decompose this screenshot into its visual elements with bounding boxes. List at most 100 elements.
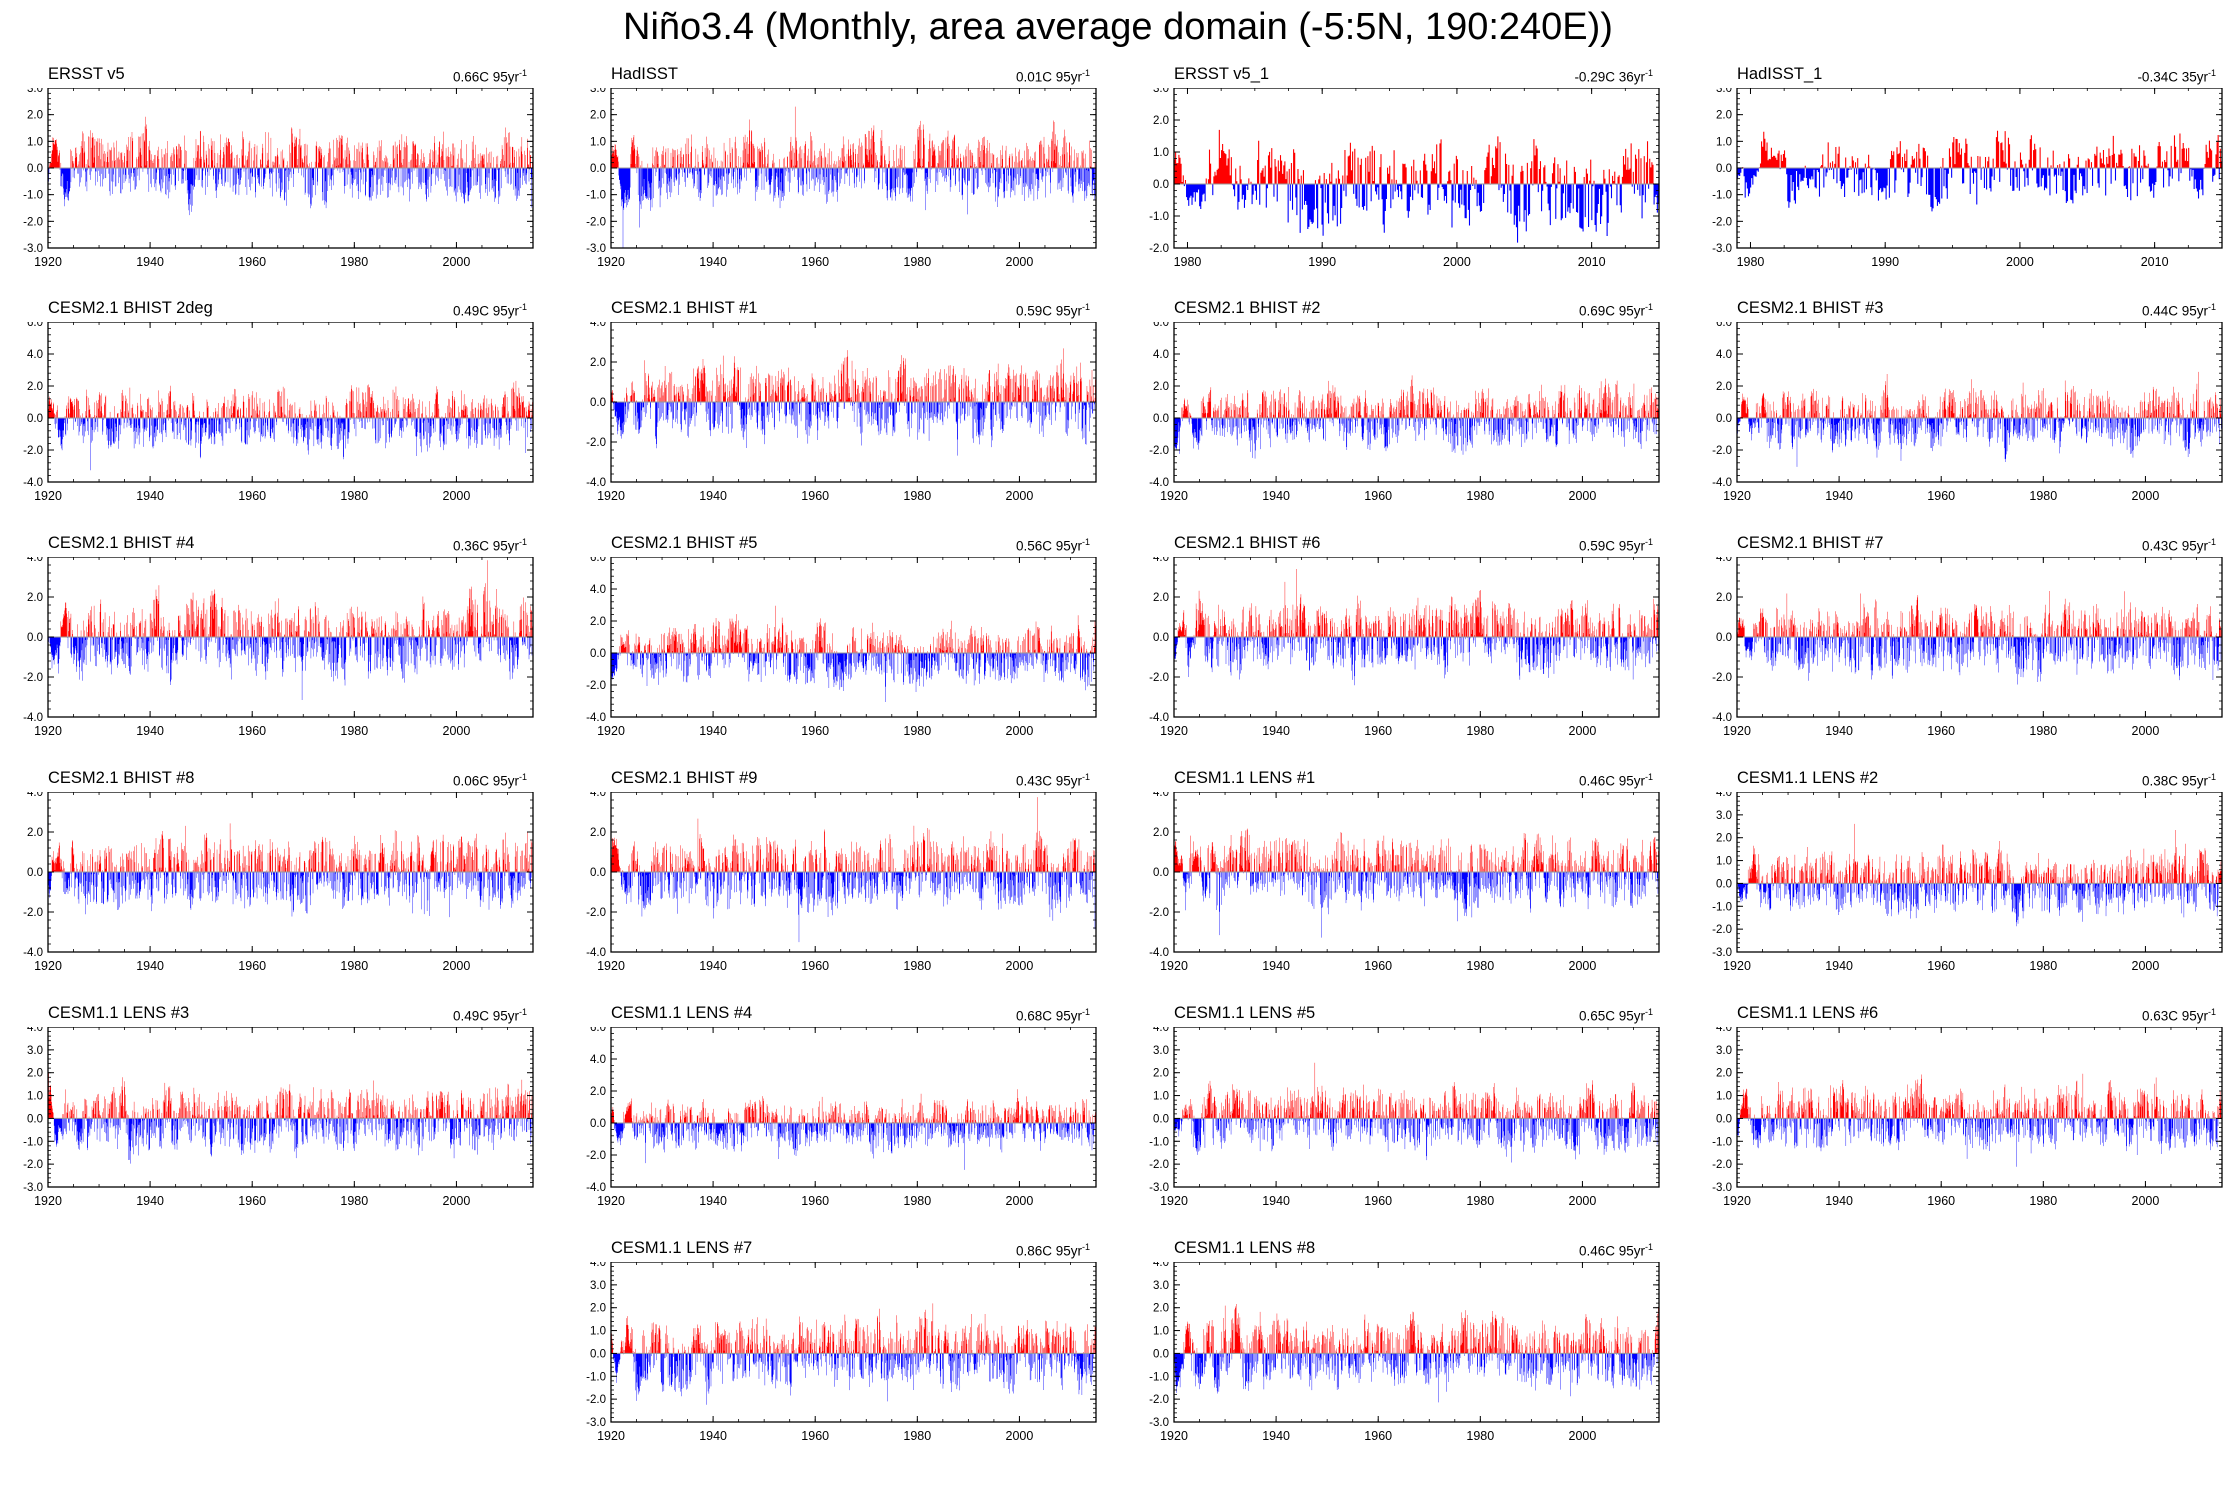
- plot-frame: [610, 1262, 1097, 1423]
- x-tick-label: 2000: [2132, 1194, 2160, 1208]
- y-tick-label: 0.0: [27, 1113, 43, 1125]
- chart-panel: CESM1.1 LENS #7 0.86C 95yr-1: [607, 1232, 1100, 1262]
- y-tick-label: 1.0: [1153, 1091, 1169, 1103]
- panel-trend: 0.59C 95yr-1: [1579, 532, 1653, 557]
- y-tick-label: 2.0: [590, 827, 606, 839]
- x-tick-label: 2000: [2132, 724, 2160, 738]
- plot-frame: [610, 1027, 1097, 1188]
- y-tick-label: 2.0: [1716, 1068, 1732, 1080]
- negative-anomaly-area: [1737, 168, 2220, 212]
- y-tick-label: -3.0: [23, 243, 43, 255]
- x-tick-label: 1980: [903, 959, 931, 973]
- panel-title: CESM2.1 BHIST #4: [48, 534, 195, 552]
- y-tick-label: 6.0: [1716, 322, 1732, 329]
- y-tick-label: -2.0: [1149, 672, 1169, 684]
- x-tick-label: 1980: [340, 959, 368, 973]
- panel-title: CESM1.1 LENS #2: [1737, 769, 1879, 787]
- panel-plot: 3.0 2.0 1.0 0.0 -1.0 -2.0 1980 1990 2000 2010: [1149, 88, 1660, 269]
- x-tick-label: 1960: [1927, 489, 1955, 503]
- x-tick-label: 1920: [34, 255, 62, 269]
- y-tick-label: 2.0: [590, 357, 606, 369]
- panel-trend: 0.66C 95yr-1: [453, 63, 527, 88]
- x-tick-label: 1940: [699, 489, 727, 503]
- x-tick-label: 1980: [340, 1194, 368, 1208]
- positive-anomaly-area: [1742, 130, 2222, 168]
- y-tick-label: -1.0: [23, 190, 43, 202]
- y-tick-label: 6.0: [590, 1027, 606, 1034]
- y-tick-label: 0.0: [590, 1348, 606, 1360]
- y-tick-label: -2.0: [1712, 672, 1732, 684]
- y-tick-label: 2.0: [27, 1068, 43, 1080]
- chart-panel: HadISST_1 -0.34C 35yr-1: [1733, 58, 2226, 88]
- chart-panel: CESM2.1 BHIST #1 0.59C 95yr-1: [607, 292, 1100, 322]
- positive-anomaly-area: [1739, 1073, 2222, 1119]
- panel-title: CESM1.1 LENS #1: [1174, 769, 1316, 787]
- y-tick-label: -4.0: [1149, 712, 1169, 724]
- y-tick-label: -4.0: [586, 947, 606, 959]
- x-tick-label: 1980: [2029, 724, 2057, 738]
- trend-exponent: -1: [1081, 537, 1090, 547]
- y-tick-label: 0.0: [27, 413, 43, 425]
- x-tick-label: 1940: [1825, 1194, 1853, 1208]
- chart-panel: CESM1.1 LENS #6 0.63C 95yr-1: [1733, 997, 2226, 1027]
- y-tick-label: -2.0: [23, 1159, 43, 1171]
- panel-title: CESM1.1 LENS #6: [1737, 1004, 1879, 1022]
- y-tick-label: 4.0: [590, 1262, 606, 1269]
- y-tick-label: 0.0: [27, 632, 43, 644]
- x-tick-label: 1940: [1262, 724, 1290, 738]
- y-tick-label: 6.0: [590, 557, 606, 564]
- x-tick-label: 1940: [699, 255, 727, 269]
- trend-value: 0.46C 95yr: [1578, 1243, 1645, 1259]
- x-tick-label: 1920: [34, 959, 62, 973]
- y-tick-label: -4.0: [23, 712, 43, 724]
- y-tick-label: 0.0: [1716, 413, 1732, 425]
- plot-frame: [1173, 88, 1660, 249]
- chart-panel: CESM1.1 LENS #5 0.65C 95yr-1: [1170, 997, 1663, 1027]
- positive-anomaly-area: [1737, 590, 2222, 637]
- y-tick-label: 4.0: [590, 1054, 606, 1066]
- panel-title: HadISST: [611, 65, 678, 83]
- x-tick-label: 1920: [1160, 1429, 1188, 1443]
- y-tick-label: -2.0: [1712, 216, 1732, 228]
- page-title: Niño3.4 (Monthly, area average domain (-…: [623, 6, 1613, 48]
- x-tick-label: 2000: [443, 1194, 471, 1208]
- y-tick-label: 0.0: [590, 1118, 606, 1130]
- panel-title: CESM2.1 BHIST #9: [611, 769, 758, 787]
- y-tick-label: -3.0: [23, 1182, 43, 1194]
- x-tick-label: 1980: [1174, 255, 1202, 269]
- y-tick-label: -2.0: [1149, 243, 1169, 255]
- chart-panel: CESM1.1 LENS #8 0.46C 95yr-1: [1170, 1232, 1663, 1262]
- panel-trend: 0.65C 95yr-1: [1579, 1002, 1653, 1027]
- x-tick-label: 1920: [1723, 1194, 1751, 1208]
- y-tick-label: 4.0: [590, 584, 606, 596]
- y-tick-label: 0.0: [1153, 1113, 1169, 1125]
- panel-trend: -0.29C 36yr-1: [1574, 63, 1653, 88]
- y-tick-label: -2.0: [1149, 1394, 1169, 1406]
- x-tick-label: 2000: [1569, 724, 1597, 738]
- x-tick-label: 1920: [597, 959, 625, 973]
- y-tick-label: -2.0: [1149, 445, 1169, 457]
- y-tick-label: -2.0: [23, 216, 43, 228]
- y-tick-label: -4.0: [23, 947, 43, 959]
- y-tick-label: 2.0: [1716, 110, 1732, 122]
- panel-title: CESM1.1 LENS #5: [1174, 1004, 1316, 1022]
- trend-exponent: -1: [1644, 772, 1653, 782]
- chart-panel: CESM1.1 LENS #3 0.49C 95yr-1: [44, 997, 537, 1027]
- y-tick-label: 1.0: [1153, 147, 1169, 159]
- y-tick-label: 2.0: [1153, 1303, 1169, 1315]
- y-tick-label: 2.0: [590, 616, 606, 628]
- trend-exponent: -1: [1644, 537, 1653, 547]
- x-tick-label: 1990: [1308, 255, 1336, 269]
- y-tick-label: 0.0: [27, 867, 43, 879]
- trend-value: 0.69C 95yr: [1578, 303, 1645, 319]
- y-tick-label: 3.0: [1153, 88, 1169, 95]
- chart-panel: CESM2.1 BHIST #3 0.44C 95yr-1: [1733, 292, 2226, 322]
- panel-trend: 0.06C 95yr-1: [453, 767, 527, 792]
- y-tick-label: 1.0: [27, 1091, 43, 1103]
- x-tick-label: 2000: [1569, 489, 1597, 503]
